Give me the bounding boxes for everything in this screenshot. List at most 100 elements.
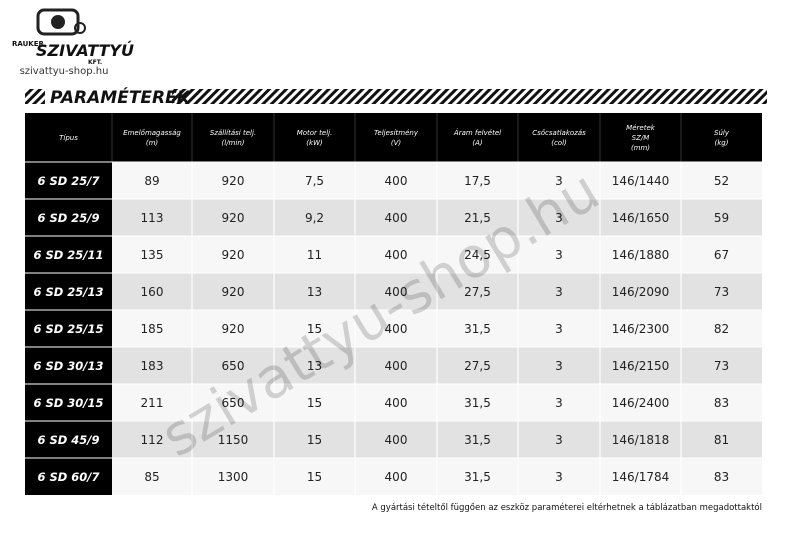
header-label: Típus xyxy=(59,134,78,142)
type-label: 6 SD 25/11 xyxy=(33,248,103,262)
type-cell xyxy=(25,162,112,199)
cell: 27,5 xyxy=(464,285,491,299)
cell: 400 xyxy=(385,285,408,299)
cell: 650 xyxy=(222,396,245,410)
header-label: (l/min) xyxy=(222,139,245,147)
type-cell xyxy=(25,273,112,310)
cell: 11 xyxy=(307,248,322,262)
cell: 3 xyxy=(555,470,563,484)
cell: 920 xyxy=(222,285,245,299)
cell: 3 xyxy=(555,248,563,262)
cell: 52 xyxy=(714,174,729,188)
cell: 400 xyxy=(385,248,408,262)
cell: 183 xyxy=(141,359,164,373)
heading: PARAMÉTEREK xyxy=(50,86,192,108)
cell: 146/1784 xyxy=(612,470,670,484)
logo-icon xyxy=(36,8,80,36)
type-label: 6 SD 45/9 xyxy=(37,433,99,447)
note: A gyártási tételtől függően az eszköz pa… xyxy=(372,502,762,513)
cell: 920 xyxy=(222,248,245,262)
cell: 400 xyxy=(385,396,408,410)
cell: 89 xyxy=(144,174,159,188)
header-label: Motor telj. xyxy=(297,129,333,137)
cell: 85 xyxy=(144,470,159,484)
type-label: 6 SD 25/9 xyxy=(37,211,99,225)
cell: 113 xyxy=(141,211,164,225)
table: Típus Emelőmagasság (m) Szállítási telj. (l/… xyxy=(25,113,762,495)
cell: 83 xyxy=(714,470,729,484)
logo-site: szivattyu-shop.hu xyxy=(20,66,109,77)
cell: 15 xyxy=(307,396,322,410)
cell: 400 xyxy=(385,470,408,484)
cell: 67 xyxy=(714,248,729,262)
cell: 3 xyxy=(555,285,563,299)
cell: 650 xyxy=(222,359,245,373)
cell: 59 xyxy=(714,211,729,225)
header-label: Emelőmagasság xyxy=(123,128,181,137)
cell: 400 xyxy=(385,359,408,373)
cell: 146/2300 xyxy=(612,322,670,336)
header-label: Méretek xyxy=(626,124,656,132)
header-label: SZ/M xyxy=(632,134,650,142)
header-label: Teljesítmény xyxy=(374,129,419,137)
cell: 400 xyxy=(385,174,408,188)
cell: 83 xyxy=(714,396,729,410)
header-label: (mm) xyxy=(631,144,650,152)
cell: 160 xyxy=(141,285,164,299)
logo: RAUKER SZIVATTYÚ KFT. szivattyu-shop.hu xyxy=(12,8,134,77)
type-cell xyxy=(25,421,112,458)
cell: 15 xyxy=(307,322,322,336)
cell: 13 xyxy=(307,359,322,373)
logo-top: RAUKER xyxy=(12,40,44,48)
header-label: (kW) xyxy=(306,139,323,147)
cell: 400 xyxy=(385,322,408,336)
cell: 146/1440 xyxy=(612,174,670,188)
header-label: (kg) xyxy=(715,139,729,147)
cell: 31,5 xyxy=(464,470,491,484)
type-label: 6 SD 25/13 xyxy=(33,285,103,299)
cell: 27,5 xyxy=(464,359,491,373)
cell: 920 xyxy=(222,174,245,188)
header-label: Csőcsatlakozás xyxy=(532,128,586,137)
cell: 146/2150 xyxy=(612,359,670,373)
type-cell xyxy=(25,458,112,495)
cell: 3 xyxy=(555,211,563,225)
cell: 3 xyxy=(555,396,563,410)
cell: 112 xyxy=(141,433,164,447)
cell: 400 xyxy=(385,211,408,225)
cell: 146/1650 xyxy=(612,211,670,225)
cell: 3 xyxy=(555,359,563,373)
cell: 73 xyxy=(714,359,729,373)
cell: 24,5 xyxy=(464,248,491,262)
cell: 146/1818 xyxy=(612,433,670,447)
cell: 9,2 xyxy=(305,211,324,225)
cell: 920 xyxy=(222,322,245,336)
heading-stripes xyxy=(172,89,767,104)
type-cell xyxy=(25,384,112,421)
header-row xyxy=(25,113,762,162)
type-cell xyxy=(25,236,112,273)
cell: 146/1880 xyxy=(612,248,670,262)
type-label: 6 SD 30/15 xyxy=(33,396,103,410)
header-label: (col) xyxy=(551,139,567,147)
type-cell xyxy=(25,310,112,347)
type-cell xyxy=(25,199,112,236)
cell: 15 xyxy=(307,433,322,447)
cell: 146/2090 xyxy=(612,285,670,299)
cell: 73 xyxy=(714,285,729,299)
type-label: 6 SD 25/15 xyxy=(33,322,103,336)
type-cell xyxy=(25,347,112,384)
logo-icon xyxy=(51,15,65,29)
logo-icon xyxy=(74,22,86,34)
logo-brand: SZIVATTYÚ xyxy=(36,41,134,60)
cell: 135 xyxy=(141,248,164,262)
cell: 17,5 xyxy=(464,174,491,188)
cell: 21,5 xyxy=(464,211,491,225)
cell: 1150 xyxy=(218,433,249,447)
heading-stripes xyxy=(25,89,45,104)
cell: 13 xyxy=(307,285,322,299)
header-label: Súly xyxy=(714,129,730,137)
cell: 82 xyxy=(714,322,729,336)
cell: 15 xyxy=(307,470,322,484)
